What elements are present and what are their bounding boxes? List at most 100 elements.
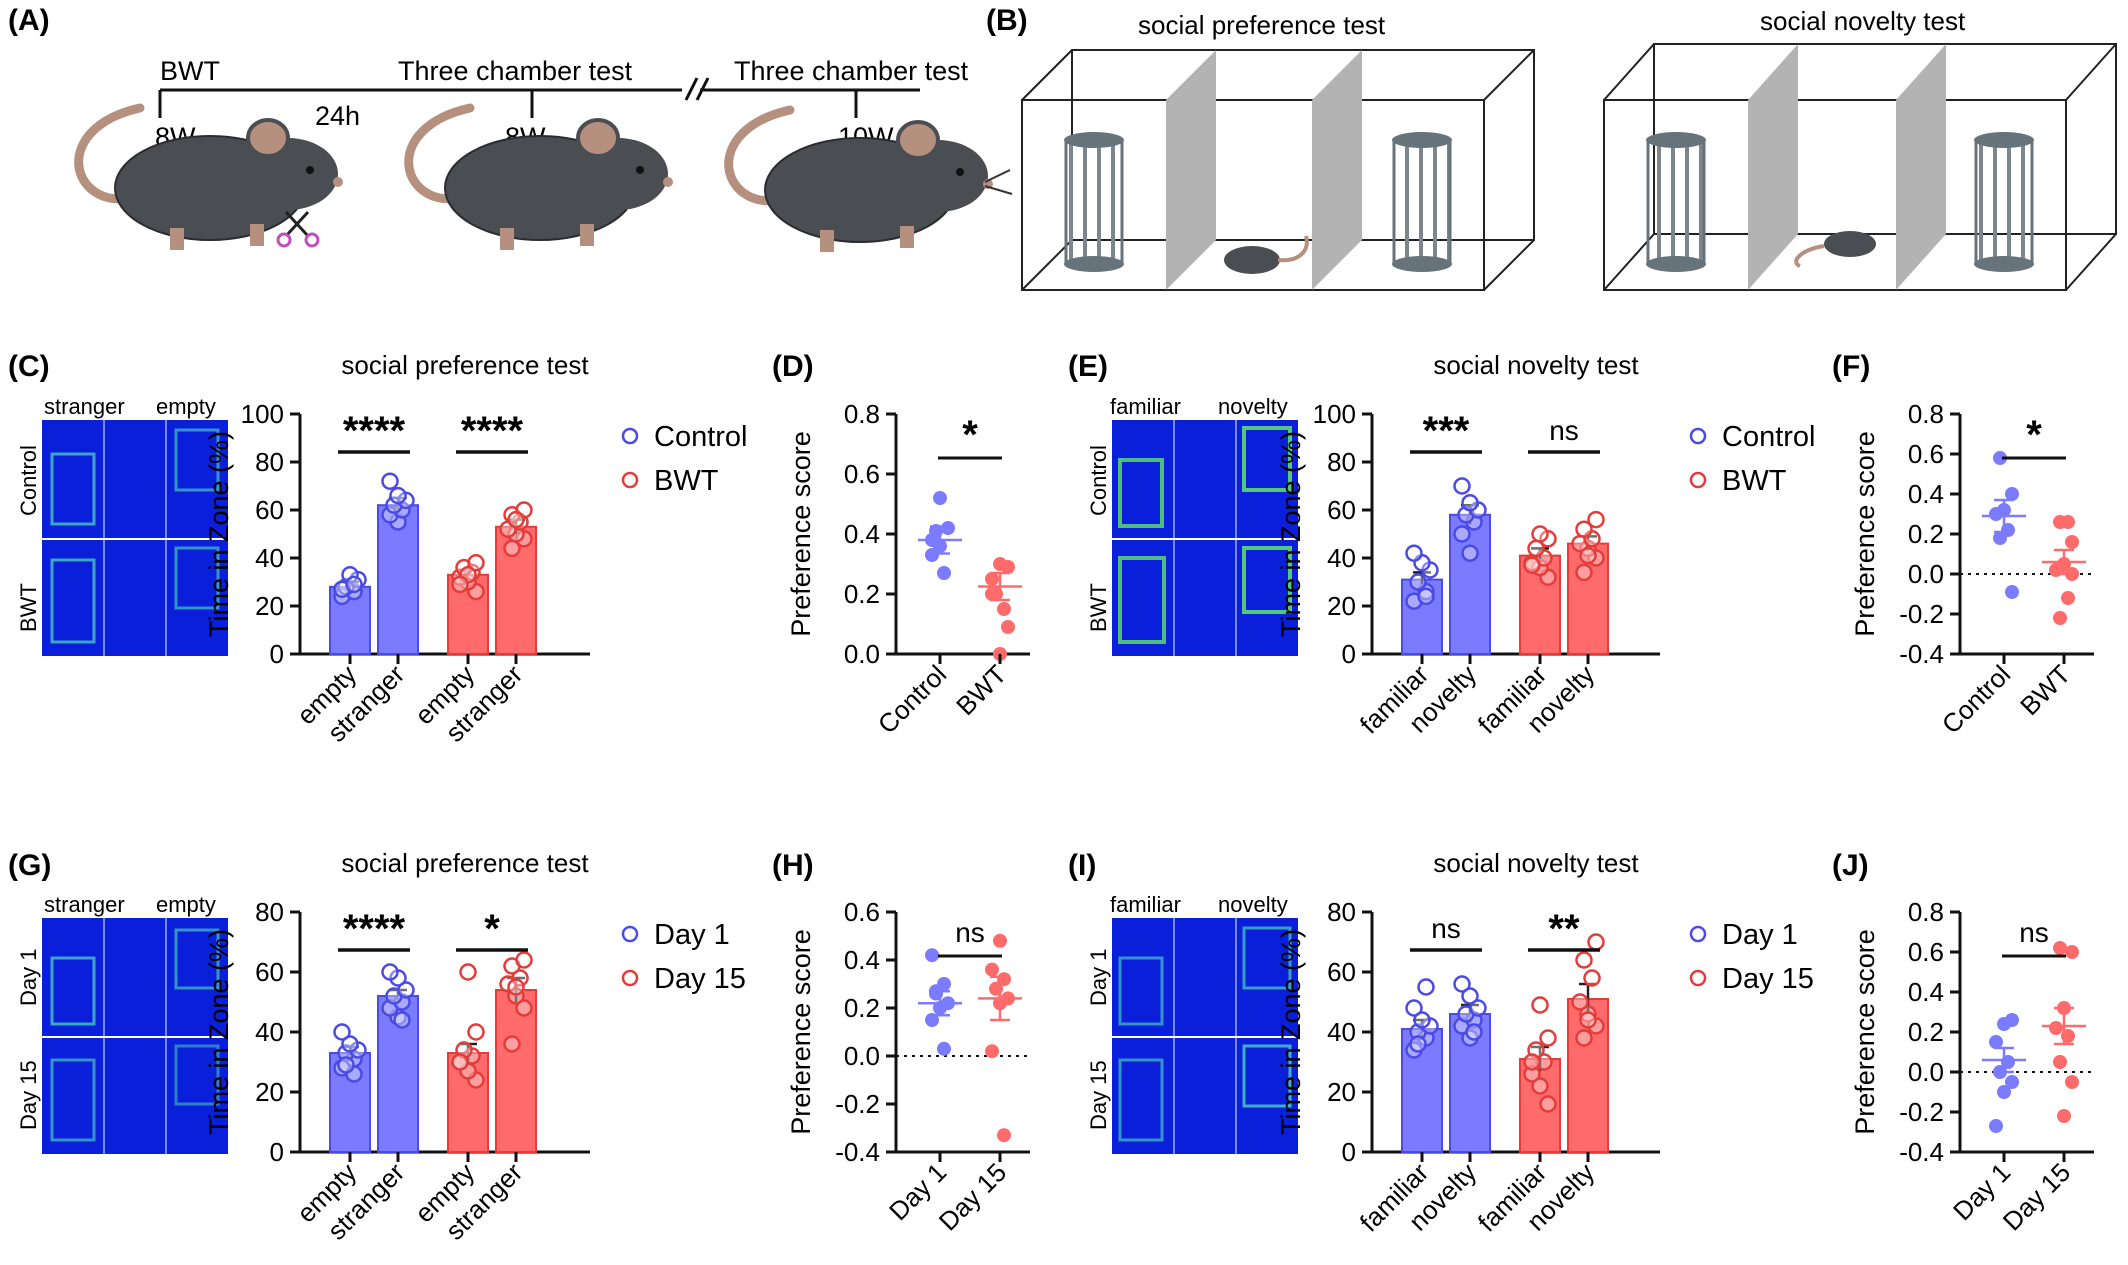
x-tick-label: BWT — [950, 659, 1012, 721]
data-point — [941, 521, 955, 535]
data-point — [1419, 589, 1434, 604]
y-axis-label: Time in Zone (%) — [1276, 431, 1306, 637]
data-point — [937, 566, 951, 580]
y-tick-label: 0.6 — [1908, 439, 1944, 469]
x-tick-label: Control — [1936, 659, 2016, 739]
heatmap-i-right: novelty — [1218, 892, 1288, 917]
data-point — [1467, 1025, 1482, 1040]
significance-label: ns — [1431, 913, 1461, 944]
panel-label-i: (I) — [1068, 849, 1096, 882]
data-point — [1525, 1055, 1540, 1070]
x-tick-label: Day 15 — [1997, 1157, 2076, 1236]
data-point — [1407, 546, 1422, 561]
panel-label-c: (C) — [8, 350, 50, 383]
y-tick-label: 80 — [255, 447, 284, 477]
data-point — [2053, 941, 2067, 955]
mouse-icon-1 — [79, 108, 343, 250]
data-point — [509, 512, 524, 527]
y-tick-label: 0.6 — [1908, 937, 1944, 967]
data-point — [1989, 507, 2003, 521]
y-tick-label: 0.2 — [1908, 519, 1944, 549]
data-point — [993, 934, 1007, 948]
schematic-title-1: social preference test — [1138, 10, 1386, 40]
data-point — [391, 488, 406, 503]
chart-c: 020406080100Time in Zone (%)social prefe… — [204, 350, 590, 748]
data-point — [1533, 527, 1548, 542]
chart-h: -0.4 -0.2 0.0 0.2 0.4 0.6 Preference score Day … — [786, 897, 1030, 1237]
y-tick-label: 80 — [1327, 447, 1356, 477]
data-point — [933, 491, 947, 505]
y-tick-label: 60 — [255, 957, 284, 987]
heatmap-i-row1: Day 1 — [1086, 949, 1111, 1006]
chart-title: social preference test — [341, 848, 589, 878]
y-axis-label: Preference score — [786, 431, 816, 637]
y-tick-label: 0 — [1342, 639, 1356, 669]
heatmap-e-right: novelty — [1218, 394, 1288, 419]
y-tick-label: 20 — [1327, 591, 1356, 621]
y-axis-label: Time in Zone (%) — [204, 431, 234, 637]
panel-label-a: (A) — [8, 4, 50, 37]
data-point — [2057, 1109, 2071, 1123]
y-tick-label: 40 — [1327, 1017, 1356, 1047]
data-point — [347, 577, 362, 592]
y-tick-label: 0.2 — [844, 579, 880, 609]
significance-label: ns — [2019, 917, 2049, 948]
data-point — [1589, 512, 1604, 527]
heatmap-c: stranger empty Control BWT — [16, 394, 228, 656]
y-axis-label: Preference score — [1850, 929, 1880, 1135]
y-tick-label: -0.2 — [1899, 599, 1944, 629]
y-tick-label: 0 — [270, 639, 284, 669]
y-tick-label: 0.0 — [844, 1041, 880, 1071]
data-point — [2005, 585, 2019, 599]
data-point — [1577, 953, 1592, 968]
heatmap-g-row1: Day 1 — [16, 949, 41, 1006]
significance-label: * — [962, 413, 978, 457]
data-point — [997, 602, 1011, 616]
y-tick-label: 100 — [241, 399, 284, 429]
social-preference-schematic: social preference test — [1022, 10, 1534, 290]
chart-g: 020406080Time in Zone (%)social preferen… — [204, 848, 590, 1246]
chart-title: social preference test — [341, 350, 589, 380]
heatmap-c-row2: BWT — [16, 583, 41, 632]
y-tick-label: 60 — [1327, 495, 1356, 525]
data-point — [1525, 558, 1540, 573]
significance-label: ns — [955, 917, 985, 948]
data-point — [1585, 971, 1600, 986]
panel-label-j: (J) — [1832, 849, 1869, 882]
heatmap-i-left: familiar — [1110, 892, 1181, 917]
significance-label: ** — [1548, 907, 1580, 951]
data-point — [2065, 535, 2079, 549]
data-point — [1001, 620, 1015, 634]
y-tick-label: 0.4 — [844, 945, 880, 975]
y-tick-label: 0.6 — [844, 897, 880, 927]
heatmap-g-right: empty — [156, 892, 216, 917]
legend-i: Day 1 Day 15 — [1691, 919, 1814, 995]
y-tick-label: 0 — [270, 1137, 284, 1167]
data-point — [2053, 1055, 2067, 1069]
data-point — [2065, 945, 2079, 959]
heatmap-i: familiar novelty Day 1 Day 15 — [1086, 892, 1298, 1154]
chart-d: 0.00.20.40.60.8Preference scoreControlBW… — [786, 399, 1030, 740]
data-point — [985, 963, 999, 977]
heatmap-e-row1: Control — [1086, 445, 1111, 516]
y-tick-label: 20 — [255, 1077, 284, 1107]
chart-title: social novelty test — [1433, 350, 1639, 380]
data-point — [937, 1042, 951, 1056]
y-tick-label: 0.0 — [1908, 1057, 1944, 1087]
social-novelty-schematic: social novelty test — [1604, 6, 2116, 290]
data-point — [505, 1037, 520, 1052]
y-tick-label: 0.8 — [1908, 897, 1944, 927]
y-tick-label: 80 — [1327, 897, 1356, 927]
y-tick-label: 0.4 — [844, 519, 880, 549]
chart-f: -0.4 -0.2 0.0 0.2 0.4 0.6 0.8 Preference score C… — [1850, 399, 2094, 740]
heatmap-e: familiar novelty Control BWT — [1086, 394, 1298, 656]
panel-label-g: (G) — [8, 849, 51, 882]
data-point — [2053, 611, 2067, 625]
data-point — [469, 1025, 484, 1040]
data-point — [1997, 1017, 2011, 1031]
panel-label-d: (D) — [772, 350, 814, 383]
data-point — [509, 980, 524, 995]
data-point — [383, 965, 398, 980]
panel-label-f: (F) — [1832, 350, 1870, 383]
